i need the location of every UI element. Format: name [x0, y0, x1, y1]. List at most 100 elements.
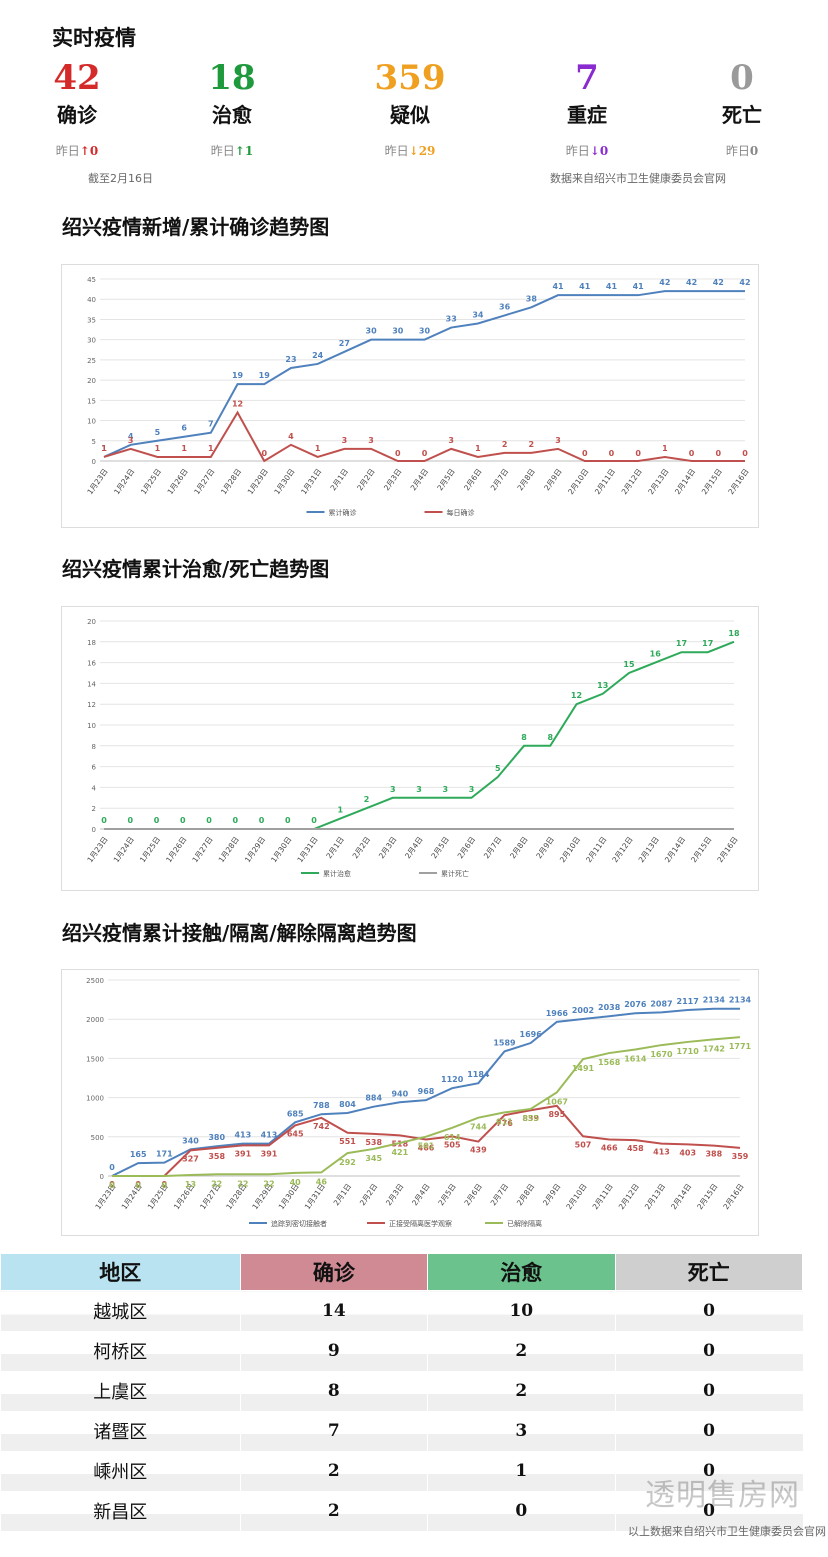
x-tick-label: 1月25日 [138, 835, 162, 864]
data-label: 388 [705, 1150, 722, 1159]
table-cell: 2 [427, 1331, 616, 1371]
table-cell: 2 [239, 1451, 428, 1491]
table-cell: 0 [614, 1491, 803, 1531]
x-tick-label: 2月6日 [462, 467, 483, 492]
stat-arrow: ↑ [79, 144, 90, 158]
data-label: 538 [365, 1138, 382, 1147]
table-cell: 嵊州区 [0, 1451, 241, 1491]
x-tick-label: 2月5日 [435, 467, 456, 492]
y-tick-label: 30 [87, 337, 96, 345]
data-label: 13 [597, 681, 608, 690]
data-label: 19 [259, 371, 271, 380]
table-cell: 2 [239, 1491, 428, 1531]
chart2-title: 绍兴疫情累计治愈/死亡趋势图 [62, 557, 330, 581]
y-tick-label: 1000 [86, 1095, 104, 1103]
data-label: 165 [130, 1150, 147, 1159]
data-label: 41 [579, 282, 591, 291]
x-tick-label: 2月3日 [382, 467, 403, 492]
stat-label: 确诊 [57, 103, 97, 127]
x-tick-label: 1月29日 [246, 467, 270, 496]
data-label: 466 [601, 1143, 618, 1152]
x-tick-label: 1月26日 [166, 467, 190, 496]
data-label: 0 [742, 449, 748, 458]
data-label: 1 [181, 444, 187, 453]
x-tick-label: 2月8日 [515, 1182, 536, 1207]
data-label: 5 [495, 764, 501, 773]
legend-label: 正接受隔离医学观察 [389, 1219, 452, 1228]
stat-yesterday: 昨日↑0 [12, 142, 142, 159]
y-tick-label: 500 [91, 1134, 104, 1142]
data-label: 804 [339, 1100, 356, 1109]
x-tick-label: 2月4日 [409, 467, 430, 492]
data-label: 2038 [598, 1003, 621, 1012]
table-cell: 上虞区 [0, 1371, 241, 1411]
y-tick-label: 35 [87, 316, 96, 324]
y-tick-label: 18 [87, 639, 96, 647]
y-tick-label: 10 [87, 418, 96, 426]
x-tick-label: 1月27日 [192, 467, 216, 496]
data-label: 839 [522, 1114, 539, 1123]
data-label: 458 [627, 1144, 644, 1153]
chart3-container: 0 500 1000 1500 2000 2500 1月23日 1月24日 1月25日 1月26日… [61, 969, 759, 1236]
data-label: 0 [395, 449, 401, 458]
data-label: 0 [285, 816, 291, 825]
data-label: 1742 [703, 1044, 725, 1053]
data-label: 0 [689, 449, 695, 458]
data-label: 2 [502, 440, 508, 449]
data-label: 2076 [624, 1000, 647, 1009]
data-label: 2 [529, 440, 535, 449]
data-label: 359 [732, 1152, 749, 1161]
data-label: 8 [547, 733, 553, 742]
x-tick-label: 2月11日 [584, 835, 608, 864]
y-tick-label: 0 [92, 826, 96, 834]
y-tick-label: 5 [92, 438, 96, 446]
y-tick-label: 0 [92, 458, 96, 466]
table-cell: 1 [427, 1451, 616, 1491]
table-cell: 9 [239, 1331, 428, 1371]
data-label: 855 [522, 1114, 539, 1123]
data-label: 12 [571, 691, 582, 700]
data-label: 3 [416, 785, 422, 794]
x-tick-label: 2月2日 [355, 467, 376, 492]
x-tick-label: 1月24日 [112, 467, 136, 496]
x-tick-label: 1月23日 [85, 467, 109, 496]
x-tick-label: 2月11日 [591, 1182, 615, 1211]
chart3-title: 绍兴疫情累计接触/隔离/解除隔离趋势图 [62, 921, 417, 945]
x-tick-label: 2月10日 [558, 835, 582, 864]
data-label: 413 [653, 1148, 670, 1157]
data-label: 1 [155, 444, 161, 453]
x-tick-label: 2月9日 [542, 467, 563, 492]
stat-arrow: ↓ [589, 144, 600, 158]
x-tick-label: 2月13日 [643, 1182, 667, 1211]
data-label: 1 [315, 444, 321, 453]
stat-arrow: ↑ [234, 144, 245, 158]
data-label: 3 [342, 436, 348, 445]
data-label: 22 [237, 1179, 248, 1188]
x-tick-label: 2月15日 [689, 835, 713, 864]
stat-label: 疑似 [390, 103, 430, 127]
y-tick-label: 0 [100, 1173, 104, 1181]
y-tick-label: 15 [87, 397, 96, 405]
x-tick-label: 2月16日 [715, 835, 739, 864]
x-tick-label: 1月29日 [243, 835, 267, 864]
data-label: 0 [135, 1180, 141, 1189]
x-tick-label: 2月1日 [332, 1182, 353, 1207]
x-tick-label: 2月5日 [429, 835, 450, 860]
x-tick-label: 2月2日 [351, 835, 372, 860]
data-label: 1670 [650, 1050, 673, 1059]
data-label: 0 [259, 816, 265, 825]
legend-label: 累计治愈 [323, 869, 351, 878]
data-label: 776 [496, 1119, 513, 1128]
data-label: 0 [232, 816, 238, 825]
stat-4: 0 死亡 昨日0 [677, 58, 807, 159]
x-tick-label: 2月4日 [410, 1182, 431, 1207]
table-cell: 0 [614, 1411, 803, 1451]
data-label: 0 [716, 449, 722, 458]
data-label: 1491 [572, 1064, 595, 1073]
data-label: 23 [285, 355, 296, 364]
data-label: 3 [390, 785, 396, 794]
x-tick-label: 2月10日 [564, 1182, 588, 1211]
data-label: 38 [526, 294, 538, 303]
data-label: 16 [650, 650, 662, 659]
